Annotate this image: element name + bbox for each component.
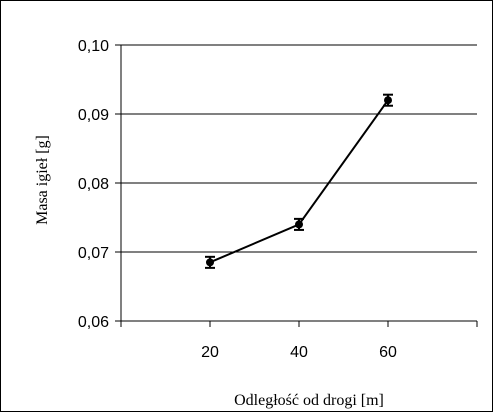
data-point [295, 220, 303, 229]
x-tick-label: 20 [201, 344, 219, 361]
x-tick-label: 40 [290, 344, 308, 361]
y-tick-label: 0,07 [78, 245, 109, 262]
gridlines [121, 44, 477, 253]
y-axis-title: Masa igieł [g] [34, 135, 51, 225]
y-tick-label: 0,06 [78, 314, 109, 331]
y-tick-label: 0,10 [78, 38, 109, 55]
x-tick-label: 60 [379, 344, 397, 361]
x-axis-title: Odległość od drogi [m] [234, 392, 384, 409]
data-point [206, 258, 214, 267]
series [205, 93, 393, 269]
data-point [384, 96, 392, 105]
y-tick-label: 0,09 [78, 107, 109, 124]
x-axis-ticks: 20 40 60 [120, 321, 478, 361]
y-axis-ticks: 0,10 0,09 0,08 0,07 0,06 [78, 38, 121, 331]
y-tick-label: 0,08 [78, 176, 109, 193]
